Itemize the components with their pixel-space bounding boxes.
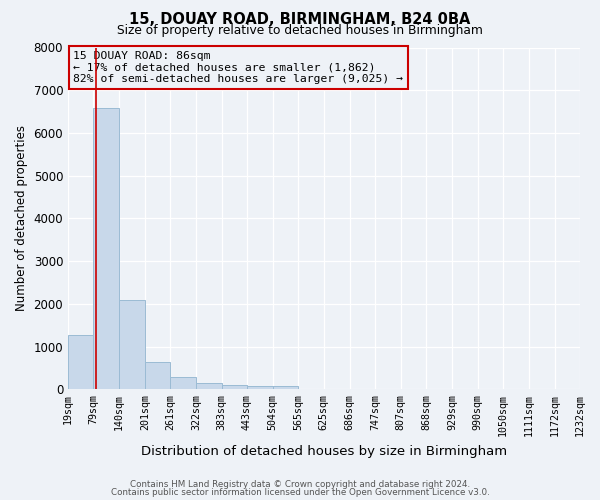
Bar: [221, 385, 247, 390]
Bar: [119, 300, 145, 390]
Bar: [273, 386, 298, 390]
Bar: [94, 108, 119, 390]
Y-axis label: Number of detached properties: Number of detached properties: [15, 126, 28, 312]
Text: Contains HM Land Registry data © Crown copyright and database right 2024.: Contains HM Land Registry data © Crown c…: [130, 480, 470, 489]
X-axis label: Distribution of detached houses by size in Birmingham: Distribution of detached houses by size …: [141, 444, 507, 458]
Text: 15, DOUAY ROAD, BIRMINGHAM, B24 0BA: 15, DOUAY ROAD, BIRMINGHAM, B24 0BA: [130, 12, 470, 28]
Text: Size of property relative to detached houses in Birmingham: Size of property relative to detached ho…: [117, 24, 483, 37]
Bar: [247, 386, 273, 390]
Bar: [170, 377, 196, 390]
Bar: [196, 382, 221, 390]
Bar: [68, 334, 94, 390]
Bar: [145, 362, 170, 390]
Text: 15 DOUAY ROAD: 86sqm
← 17% of detached houses are smaller (1,862)
82% of semi-de: 15 DOUAY ROAD: 86sqm ← 17% of detached h…: [73, 51, 403, 84]
Text: Contains public sector information licensed under the Open Government Licence v3: Contains public sector information licen…: [110, 488, 490, 497]
